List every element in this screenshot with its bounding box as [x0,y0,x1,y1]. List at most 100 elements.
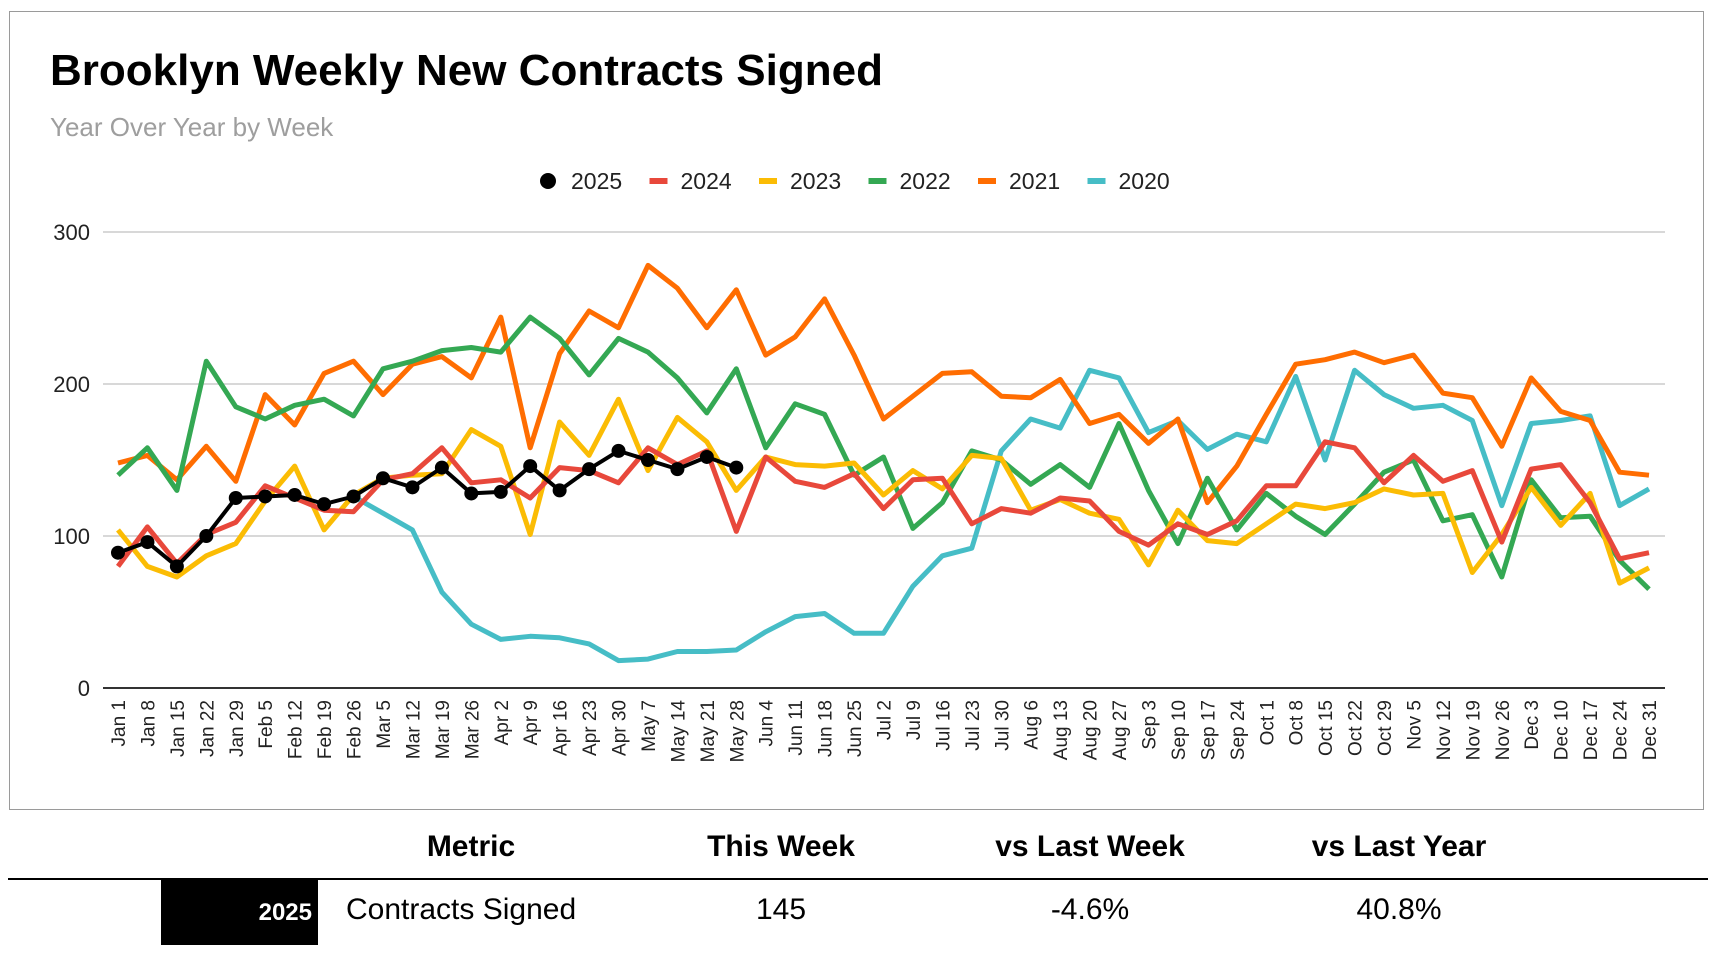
x-tick-label: Nov 26 [1493,700,1514,760]
legend-label: 2024 [681,168,732,194]
chart-card [9,11,1704,810]
x-tick-label: Mar 26 [462,700,483,759]
x-tick-label: Jul 23 [963,700,984,751]
data-point-2025 [640,453,655,467]
data-point-2025 [346,489,361,504]
legend-item-2025[interactable]: 2025 [540,168,622,194]
data-point-2025 [523,459,538,474]
legend-line-icon [978,178,996,184]
x-tick-label: Feb 19 [315,700,336,759]
x-tick-label: Mar 5 [374,700,395,749]
x-tick-label: Jul 16 [933,700,954,751]
series-line-2023 [116,396,1651,586]
legend-dot-icon [540,173,556,189]
x-tick-label: Dec 24 [1611,700,1632,761]
x-tick-label: Oct 29 [1375,700,1396,756]
x-tick-label: Aug 6 [1022,700,1043,750]
x-tick-label: Oct 15 [1316,700,1337,756]
legend-label: 2020 [1119,168,1170,194]
x-tick-label: May 28 [727,700,748,762]
x-tick-label: Jul 30 [992,700,1013,751]
x-tick-label: Apr 16 [551,700,572,756]
data-point-2025 [258,489,273,504]
x-tick-label: Apr 9 [521,700,542,745]
x-tick-label: Jan 8 [138,700,159,746]
x-tick-label: Feb 26 [345,700,366,759]
legend-label: 2022 [900,168,951,194]
y-tick-label: 0 [78,676,90,701]
x-tick-label: Aug 13 [1051,700,1072,760]
series-line-2020 [352,367,1651,664]
data-point-2025 [287,487,302,502]
data-point-2025 [375,471,390,486]
x-tick-label: Jun 18 [816,700,837,757]
header-vs-last-week: vs Last Week [995,830,1185,863]
legend-label: 2023 [790,168,841,194]
legend-item-2022[interactable]: 2022 [868,168,951,194]
data-point-2025 [670,462,685,477]
x-tick-label: Nov 19 [1463,700,1484,760]
legend-line-icon [868,178,887,184]
data-point-2025 [582,462,597,477]
vs-last-week-cell: -4.6% [1050,893,1130,926]
x-tick-label: Feb 12 [286,700,307,759]
data-point-2025 [140,535,155,550]
data-point-2025 [611,443,626,458]
x-tick-label: Apr 2 [492,700,513,745]
y-tick-label: 200 [53,372,90,397]
x-tick-label: Jan 1 [109,700,130,746]
x-tick-label: Sep 10 [1169,700,1190,760]
x-tick-label: Jan 29 [227,700,248,757]
series-line-2025 [117,448,737,569]
vs-last-year-cell: 40.8% [1356,893,1442,926]
x-tick-label: Feb 5 [256,700,277,749]
x-tick-label: Dec 31 [1640,700,1661,760]
x-tick-label: Dec 10 [1552,700,1573,760]
x-tick-label: Nov 5 [1404,700,1425,750]
legend-line-icon [1087,178,1106,184]
x-tick-label: Jun 4 [757,700,778,747]
x-tick-label: Aug 27 [1110,700,1131,760]
legend-label: 2025 [571,168,622,194]
data-point-2025 [729,460,744,475]
legend-item-2021[interactable]: 2021 [978,168,1060,194]
data-point-2025 [464,486,479,501]
data-point-2025 [493,484,508,499]
data-point-2025 [228,491,243,505]
this-week-cell: 145 [755,893,807,926]
x-tick-label: Oct 8 [1287,700,1308,745]
legend-line-icon [649,178,668,184]
x-tick-label: Aug 20 [1081,700,1102,760]
data-point-2025 [434,460,449,475]
data-point-2025 [111,545,125,560]
x-tick-label: Mar 12 [403,700,424,759]
year-badge: 2025 [161,880,318,945]
series-line-2022 [116,314,1651,591]
x-tick-label: Apr 23 [580,700,601,756]
x-tick-label: Jan 22 [197,700,218,757]
x-tick-label: Oct 22 [1346,700,1367,756]
chart-subtitle: Year Over Year by Week [50,112,334,142]
data-point-2025 [405,480,420,495]
x-tick-label: Nov 12 [1434,700,1455,760]
data-point-2025 [169,559,184,574]
y-tick-label: 300 [53,220,90,245]
data-point-2025 [199,529,214,543]
x-tick-label: Dec 17 [1581,700,1602,760]
legend-item-2020[interactable]: 2020 [1087,168,1170,194]
legend-item-2023[interactable]: 2023 [759,168,841,194]
series-line-2024 [115,439,1650,568]
legend-item-2024[interactable]: 2024 [649,168,732,194]
metric-cell: Contracts Signed [346,893,577,926]
header-vs-last-year: vs Last Year [1311,830,1487,863]
x-tick-label: May 21 [698,700,719,762]
x-tick-label: Sep 3 [1139,700,1160,750]
x-tick-label: Dec 3 [1522,700,1543,750]
x-tick-label: Oct 1 [1257,700,1278,745]
legend-label: 2021 [1009,168,1060,194]
x-tick-label: Jun 11 [786,700,807,756]
x-tick-label: Sep 24 [1228,700,1249,761]
x-tick-label: May 7 [639,700,660,752]
x-tick-label: Apr 30 [610,700,631,756]
x-tick-label: Jan 15 [168,700,189,757]
